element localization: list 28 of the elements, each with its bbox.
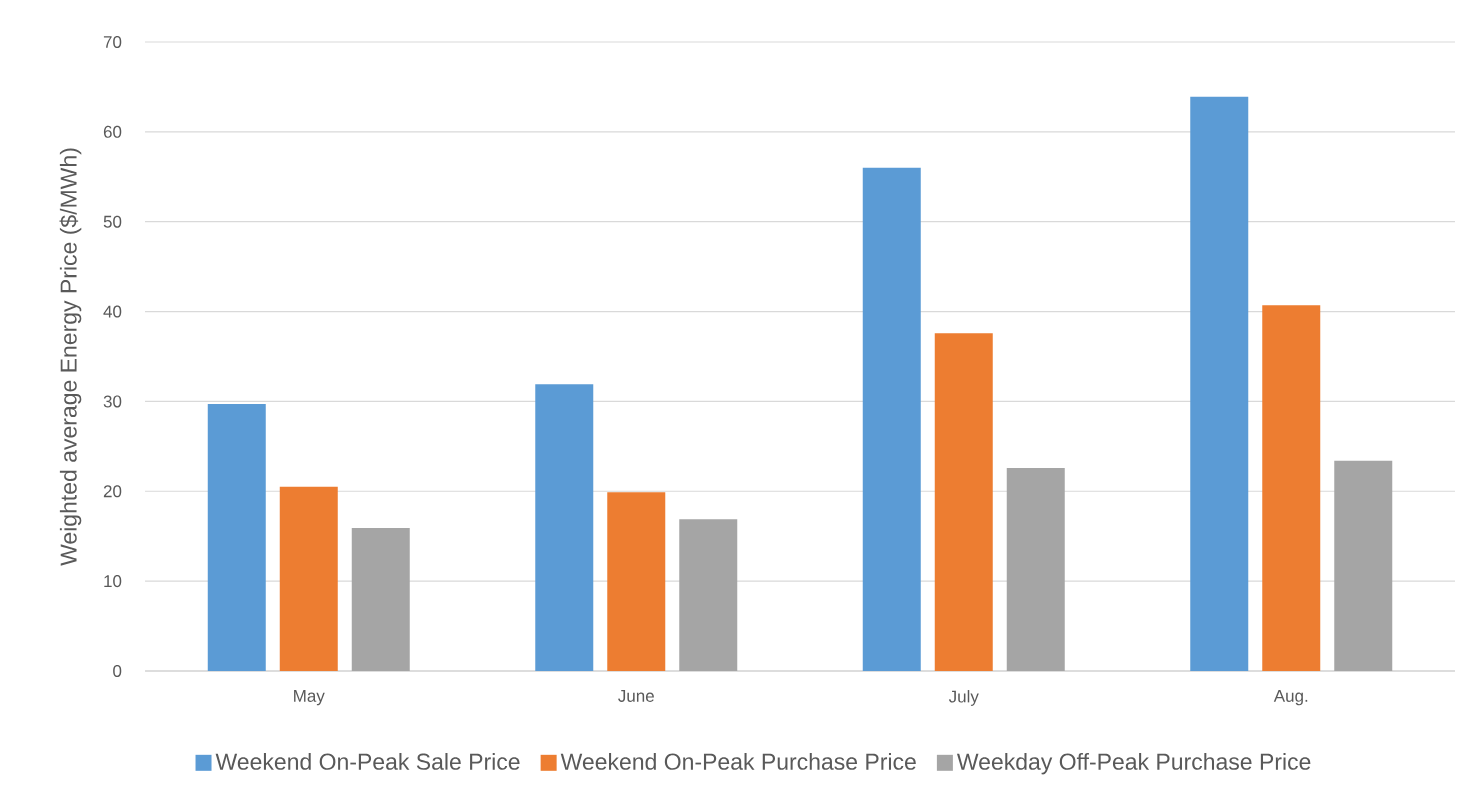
x-tick-label: May — [294, 690, 325, 706]
y-tick-label: 70 — [103, 35, 122, 48]
bar — [679, 519, 738, 671]
bar — [934, 333, 993, 671]
y-tick-label: 30 — [103, 395, 122, 408]
y-axis-title: Weighted average Energy Price ($/MWh) — [59, 148, 82, 566]
bar — [279, 486, 338, 671]
bar — [607, 492, 666, 671]
bar — [207, 404, 266, 671]
legend-label: Weekend On-Peak Purchase Price — [560, 752, 916, 770]
y-tick-label: 50 — [103, 215, 122, 228]
bar — [1006, 467, 1065, 671]
y-tick-label: 60 — [103, 125, 122, 138]
y-tick-label: 40 — [103, 305, 122, 318]
x-tick-label: Aug. — [1273, 690, 1308, 706]
legend-label: Weekend On-Peak Sale Price — [215, 752, 520, 770]
legend-label: Weekday Off-Peak Purchase Price — [956, 752, 1311, 775]
bar — [1190, 96, 1249, 671]
x-tick-label: July — [948, 690, 979, 706]
bar — [1334, 460, 1393, 671]
y-tick-label: 20 — [103, 485, 122, 498]
y-tick-label: 0 — [113, 664, 122, 677]
bar — [1262, 305, 1321, 671]
bar — [862, 167, 921, 671]
bar — [351, 528, 410, 671]
bar — [535, 384, 594, 671]
y-tick-label: 10 — [104, 575, 122, 588]
x-tick-label: June — [618, 690, 654, 702]
